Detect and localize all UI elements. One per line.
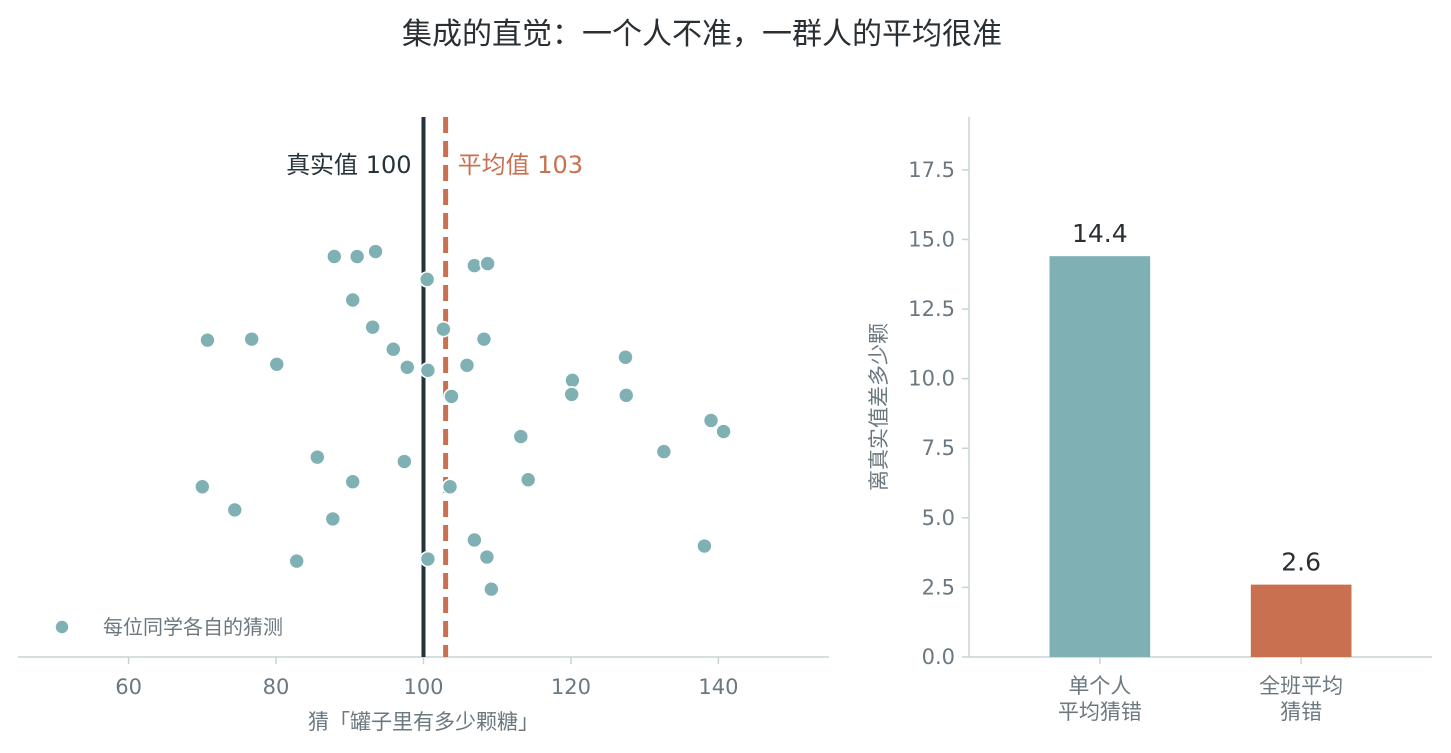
y-tick-label: 10.0 bbox=[908, 367, 955, 391]
true-value-label: 真实值 100 bbox=[286, 151, 411, 179]
guess-point bbox=[344, 291, 362, 309]
guess-point bbox=[325, 248, 343, 265]
guess-point bbox=[419, 362, 437, 379]
guess-point bbox=[443, 388, 460, 405]
guess-point bbox=[364, 318, 381, 336]
guess-point bbox=[194, 478, 211, 496]
guess-point bbox=[288, 552, 305, 570]
scatter-x-axis-label: 猜「罐子里有多少颗糖」 bbox=[308, 710, 539, 734]
scatter-points bbox=[194, 243, 732, 598]
guess-point bbox=[478, 548, 496, 566]
guess-point bbox=[617, 348, 634, 366]
guess-point bbox=[344, 473, 362, 491]
y-tick-label: 0.0 bbox=[922, 645, 955, 669]
guess-point bbox=[398, 358, 416, 376]
x-tick-label: 60 bbox=[115, 675, 142, 699]
guess-point bbox=[396, 453, 413, 470]
guess-point bbox=[435, 320, 452, 338]
guess-point bbox=[564, 372, 581, 389]
y-tick-label: 17.5 bbox=[908, 158, 955, 182]
y-tick-label: 7.5 bbox=[922, 436, 955, 460]
bar-panel: 0.0 2.5 5.0 7.5 10.0 12.5 15.0 17.5 14.4 2.6 单个人… bbox=[867, 117, 1432, 724]
x-tick-label: 120 bbox=[551, 675, 591, 699]
guess-point bbox=[199, 331, 216, 349]
legend-label: 每位同学各自的猜测 bbox=[103, 615, 283, 639]
bars: 14.4 2.6 bbox=[1049, 219, 1352, 657]
guess-point bbox=[367, 243, 384, 260]
bar bbox=[1250, 584, 1352, 657]
guess-point bbox=[226, 501, 244, 519]
y-tick-label: 5.0 bbox=[922, 506, 955, 530]
guess-point bbox=[519, 471, 537, 489]
guess-point bbox=[458, 356, 476, 374]
guess-point bbox=[483, 580, 500, 598]
guess-point bbox=[418, 271, 436, 288]
bar-value-label: 2.6 bbox=[1281, 548, 1321, 577]
legend-marker bbox=[54, 619, 70, 635]
guess-point bbox=[479, 255, 496, 272]
guess-point bbox=[475, 330, 493, 348]
guess-point bbox=[324, 510, 342, 528]
guess-point bbox=[617, 387, 635, 404]
x-tick-label: 80 bbox=[263, 675, 290, 699]
guess-point bbox=[466, 531, 483, 549]
guess-point bbox=[441, 478, 459, 496]
guess-point bbox=[268, 355, 286, 373]
guess-point bbox=[419, 550, 437, 568]
bar-category-label: 全班平均猜错 bbox=[1259, 674, 1343, 724]
guess-point bbox=[702, 412, 720, 429]
guess-point bbox=[696, 537, 713, 555]
bar-category-label: 单个人平均猜错 bbox=[1058, 674, 1142, 724]
guess-point bbox=[348, 248, 366, 265]
guess-point bbox=[384, 340, 402, 358]
bar bbox=[1049, 256, 1151, 657]
scatter-x-ticks: 60 80 100 120 140 bbox=[115, 657, 738, 699]
x-tick-label: 140 bbox=[698, 675, 738, 699]
guess-point bbox=[309, 448, 326, 466]
y-tick-label: 12.5 bbox=[908, 297, 955, 321]
bar-y-ticks: 0.0 2.5 5.0 7.5 10.0 12.5 15.0 17.5 bbox=[908, 158, 969, 669]
bar-y-axis-label: 离真实值差多少颗 bbox=[867, 323, 891, 491]
x-tick-label: 100 bbox=[403, 675, 443, 699]
y-tick-label: 2.5 bbox=[922, 575, 955, 599]
scatter-legend: 每位同学各自的猜测 bbox=[54, 615, 283, 639]
bar-value-label: 14.4 bbox=[1072, 219, 1128, 248]
guess-point bbox=[243, 330, 261, 348]
guess-point bbox=[512, 428, 530, 445]
figure-title: 集成的直觉：一个人不准，一群人的平均很准 bbox=[402, 17, 1002, 52]
guess-point bbox=[655, 443, 673, 460]
y-tick-label: 15.0 bbox=[908, 227, 955, 251]
bar-x-ticks: 单个人平均猜错 全班平均猜错 bbox=[1058, 657, 1343, 724]
guess-point bbox=[563, 386, 580, 403]
mean-value-label: 平均值 103 bbox=[458, 151, 583, 179]
guess-point bbox=[715, 423, 732, 440]
scatter-panel: 60 80 100 120 140 真实值 100 平均值 103 猜「罐子里有多少颗糖… bbox=[18, 117, 829, 734]
